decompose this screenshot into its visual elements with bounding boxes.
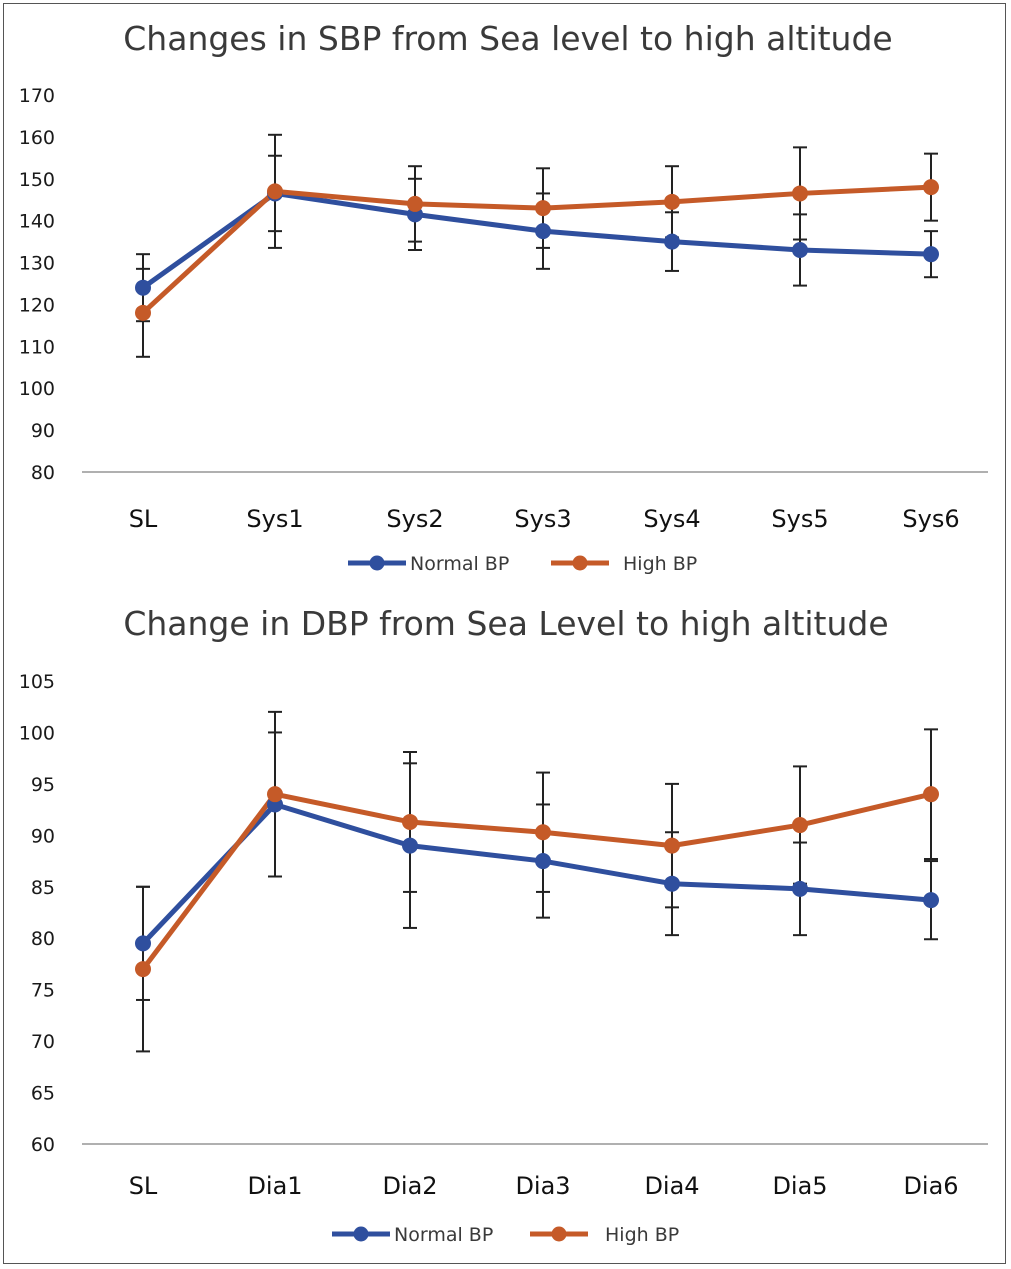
data-point-normal-bp: [535, 853, 551, 870]
data-point-normal-bp: [535, 223, 551, 240]
y-tick-label: 60: [31, 1134, 55, 1156]
legend-normal-label: Normal BP: [394, 1224, 493, 1246]
x-tick-label: Dia5: [772, 1172, 827, 1200]
x-tick-labels: SL Dia1 Dia2 Dia3 Dia4 Dia5 Dia6: [129, 1172, 959, 1200]
x-tick-label: Dia4: [644, 1172, 699, 1200]
y-tick-label: 85: [31, 877, 55, 899]
data-point-normal-bp: [792, 241, 808, 258]
series-points: [135, 786, 939, 978]
x-tick-labels: SL Sys1 Sys2 Sys3 Sys4 Sys5 Sys6: [129, 505, 960, 533]
figure-frame: [3, 3, 1006, 1264]
y-tick-label: 150: [19, 169, 55, 191]
y-tick-label: 90: [31, 420, 55, 442]
x-tick-label: SL: [129, 1172, 158, 1200]
error-bars: [136, 710, 938, 1053]
data-point-high-bp: [535, 200, 551, 217]
y-tick-label: 130: [19, 253, 55, 275]
legend-high-label: High BP: [623, 553, 697, 575]
y-tick-label: 110: [19, 336, 55, 358]
legend-high-marker: [551, 1226, 567, 1242]
x-tick-label: Sys4: [643, 505, 700, 533]
legend-normal-marker: [369, 555, 385, 571]
data-point-normal-bp: [923, 246, 939, 263]
legend: Normal BP High BP: [332, 1224, 679, 1246]
x-tick-label: Sys6: [902, 505, 959, 533]
dbp-chart: Change in DBP from Sea Level to high alt…: [19, 604, 988, 1246]
x-tick-label: Sys2: [386, 505, 443, 533]
data-point-high-bp: [664, 193, 680, 210]
data-point-normal-bp: [135, 935, 151, 952]
y-tick-label: 95: [31, 774, 55, 796]
y-tick-label: 80: [31, 928, 55, 950]
data-point-high-bp: [135, 961, 151, 978]
legend-high-label: High BP: [605, 1224, 679, 1246]
y-tick-label: 80: [31, 462, 55, 484]
data-point-high-bp: [664, 837, 680, 854]
y-tick-label: 70: [31, 1031, 55, 1053]
error-bars: [136, 133, 938, 358]
data-point-normal-bp: [792, 880, 808, 897]
y-tick-labels: 60 65 70 75 80 85 90 95 100 105: [19, 671, 55, 1156]
y-tick-label: 170: [19, 85, 55, 107]
data-point-high-bp: [923, 786, 939, 803]
x-tick-label: Dia2: [382, 1172, 437, 1200]
legend-normal-marker: [353, 1226, 369, 1242]
data-point-normal-bp: [664, 875, 680, 892]
data-point-high-bp: [792, 817, 808, 834]
y-tick-label: 105: [19, 671, 55, 693]
y-tick-label: 120: [19, 294, 55, 316]
data-point-high-bp: [923, 179, 939, 196]
y-tick-label: 160: [19, 127, 55, 149]
legend-normal-label: Normal BP: [410, 553, 509, 575]
y-tick-label: 75: [31, 980, 55, 1002]
y-tick-label: 100: [19, 378, 55, 400]
data-point-normal-bp: [923, 892, 939, 909]
data-point-high-bp: [407, 195, 423, 212]
data-point-high-bp: [535, 824, 551, 841]
x-tick-label: Sys1: [246, 505, 303, 533]
data-point-high-bp: [792, 185, 808, 202]
data-point-normal-bp: [664, 233, 680, 250]
chart-title: Changes in SBP from Sea level to high al…: [123, 19, 892, 58]
y-tick-label: 100: [19, 722, 55, 744]
series-lines: [141, 791, 932, 971]
chart-title: Change in DBP from Sea Level to high alt…: [123, 604, 888, 643]
data-point-normal-bp: [402, 837, 418, 854]
y-tick-label: 90: [31, 825, 55, 847]
data-point-high-bp: [267, 786, 283, 803]
data-point-high-bp: [402, 813, 418, 830]
x-tick-label: Dia1: [247, 1172, 302, 1200]
data-point-high-bp: [135, 304, 151, 321]
series-points: [135, 179, 939, 321]
y-tick-label: 65: [31, 1083, 55, 1105]
y-tick-labels: 80 90 100 110 120 130 140 150 160 170: [19, 85, 55, 484]
x-tick-label: Dia3: [515, 1172, 570, 1200]
x-tick-label: Dia6: [903, 1172, 958, 1200]
series-line-normal-bp: [141, 801, 932, 946]
sbp-chart: Changes in SBP from Sea level to high al…: [19, 19, 988, 575]
y-tick-label: 140: [19, 211, 55, 233]
x-tick-label: Sys5: [771, 505, 828, 533]
data-point-normal-bp: [135, 279, 151, 296]
legend: Normal BP High BP: [348, 553, 697, 575]
x-tick-label: Sys3: [514, 505, 571, 533]
data-point-high-bp: [267, 183, 283, 200]
legend-high-marker: [572, 555, 588, 571]
x-tick-label: SL: [129, 505, 158, 533]
